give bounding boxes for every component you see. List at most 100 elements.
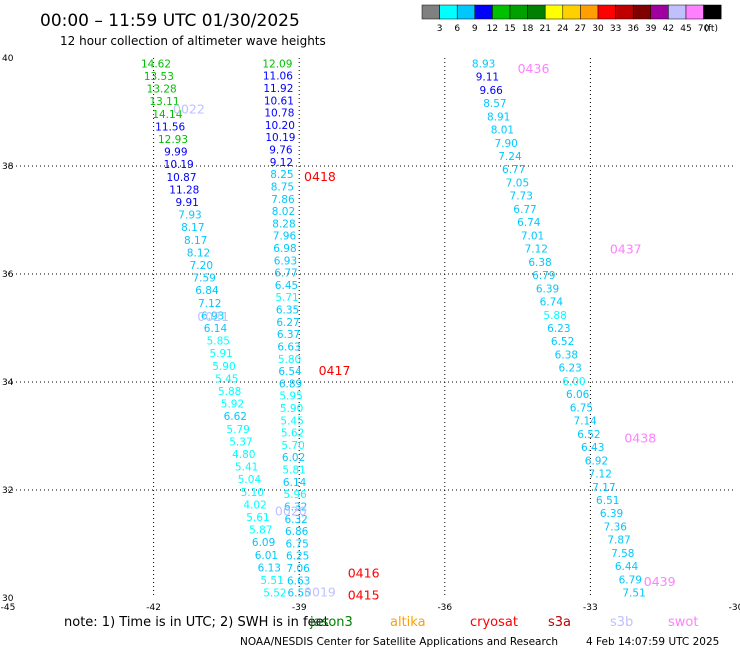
colorbar-swatch <box>703 4 722 20</box>
wave-height-label: 5.79 <box>226 424 249 436</box>
wave-height-label: 6.98 <box>273 243 296 255</box>
wave-height-label: 6.62 <box>224 411 247 423</box>
wave-height-label: 8.01 <box>491 125 514 137</box>
wave-height-label: 6.77 <box>513 204 536 216</box>
wave-height-label: 5.91 <box>209 348 232 360</box>
wave-height-label: 9.91 <box>175 197 198 209</box>
pass-label: 0020 <box>275 504 307 519</box>
colorbar-swatch <box>492 4 511 20</box>
wave-height-label: 6.55 <box>288 588 311 600</box>
wave-height-label: 11.28 <box>169 184 199 196</box>
wave-height-label: 6.93 <box>201 310 224 322</box>
wave-height-label: 9.12 <box>270 157 293 169</box>
wave-height-label: 11.06 <box>263 71 293 83</box>
wave-height-label: 13.53 <box>144 71 174 83</box>
colorbar-swatch <box>439 4 458 20</box>
wave-height-label: 7.12 <box>198 298 221 310</box>
wave-height-label: 9.76 <box>269 145 293 157</box>
colorbar-swatch <box>632 4 652 20</box>
x-tick-label: -42 <box>146 603 161 613</box>
legend-satellite-s3b: s3b <box>610 615 633 630</box>
colorbar-label: 21 <box>539 24 550 34</box>
wave-height-label: 7.24 <box>498 151 522 163</box>
colorbar-swatch <box>509 4 528 20</box>
wave-height-label: 6.32 <box>284 501 307 513</box>
colorbar-label: 6 <box>454 24 460 34</box>
wave-height-label: 7.90 <box>494 138 517 150</box>
wave-height-label: 9.66 <box>479 85 503 97</box>
wave-height-label: 6.89 <box>279 378 302 390</box>
colorbar-label: 36 <box>627 24 639 34</box>
wave-height-label: 6.75 <box>285 538 308 550</box>
legend-satellite-swot: swot <box>668 615 698 630</box>
wave-height-label: 6.93 <box>274 255 297 267</box>
wave-height-label: 5.04 <box>238 474 262 486</box>
pass-label: 0436 <box>518 61 550 76</box>
wave-height-label: 10.87 <box>166 172 196 184</box>
wave-height-label: 10.20 <box>265 120 295 132</box>
wave-height-label: 6.43 <box>581 442 604 454</box>
colorbar-label: 9 <box>472 24 478 34</box>
wave-height-label: 8.25 <box>270 169 293 181</box>
wave-height-label: 5.88 <box>218 386 241 398</box>
legend: note: 1) Time is in UTC; 2) SWH is in fe… <box>64 615 698 630</box>
y-tick-label: 38 <box>2 162 14 172</box>
wave-height-label: 6.92 <box>585 455 608 467</box>
wave-height-label: 8.91 <box>487 111 510 123</box>
wave-height-label: 5.88 <box>543 310 566 322</box>
axis-ticks: -45 -42 -39 -36 -33 -30 40 38 36 34 32 30 <box>1 54 740 613</box>
pass-label: 0019 <box>304 585 336 600</box>
colorbar-label: 27 <box>575 24 586 34</box>
wave-height-label: 6.44 <box>615 561 639 573</box>
colorbar-label: 12 <box>487 24 498 34</box>
wave-height-label: 6.23 <box>547 323 570 335</box>
colorbar-label: 30 <box>592 24 604 34</box>
wave-height-label: 7.20 <box>190 260 213 272</box>
x-tick-label: -36 <box>437 603 452 613</box>
wave-height-label: 6.14 <box>204 323 228 335</box>
wave-height-label: 8.93 <box>472 58 495 70</box>
wave-height-label: 13.28 <box>147 84 177 96</box>
pass-label: 0437 <box>610 242 642 257</box>
wave-height-label: 8.02 <box>272 206 295 218</box>
wave-height-label: 6.52 <box>551 336 574 348</box>
wave-height-label: 6.39 <box>536 283 559 295</box>
wave-height-label: 6.86 <box>285 526 309 538</box>
colorbar-swatch <box>615 4 634 20</box>
y-tick-label: 34 <box>2 378 14 388</box>
wave-height-label: 9.99 <box>164 147 187 159</box>
legend-note: note: 1) Time is in UTC; 2) SWH is in fe… <box>64 615 329 630</box>
pass-label: 0415 <box>348 587 380 602</box>
wave-height-label: 5.90 <box>280 403 303 415</box>
wave-height-label: 11.92 <box>263 83 293 95</box>
colorbar-label: 42 <box>663 24 674 34</box>
footer-credit: NOAA/NESDIS Center for Satellite Applica… <box>240 636 558 648</box>
wave-height-label: 6.35 <box>276 305 299 317</box>
wave-height-label: 6.02 <box>282 452 305 464</box>
colorbar-label: 15 <box>504 24 515 34</box>
wave-height-label: 5.87 <box>249 525 272 537</box>
wave-height-label: 8.12 <box>187 247 210 259</box>
pass-label: 0022 <box>173 101 205 116</box>
wave-height-label: 8.57 <box>483 98 506 110</box>
legend-satellite-altika: altika <box>390 615 426 630</box>
wave-height-label: 6.14 <box>283 477 307 489</box>
wave-height-label: 5.85 <box>207 336 230 348</box>
wave-height-label: 6.74 <box>540 297 564 309</box>
colorbar-swatch <box>668 4 687 20</box>
colorbar-swatch <box>597 4 616 20</box>
wave-height-label: 5.41 <box>235 462 258 474</box>
wave-height-label: 12.93 <box>158 134 188 146</box>
wave-height-label: 14.14 <box>152 109 182 121</box>
wave-height-label: 7.14 <box>573 416 597 428</box>
wave-height-label: 6.52 <box>577 429 600 441</box>
wave-height-label: 5.70 <box>281 440 304 452</box>
pass-label: 0438 <box>624 431 656 446</box>
wave-height-label: 6.09 <box>252 537 275 549</box>
color-scale-bar: 3 6 9 12 15 18 21 24 27 30 33 36 39 42 45 70(ft) <box>421 4 722 34</box>
wave-height-label: 5.45 <box>280 415 303 427</box>
wave-height-label: 6.23 <box>558 363 581 375</box>
wave-height-label: 7.05 <box>506 177 529 189</box>
wave-height-label: 10.19 <box>164 159 194 171</box>
wave-height-label: 7.86 <box>271 194 295 206</box>
